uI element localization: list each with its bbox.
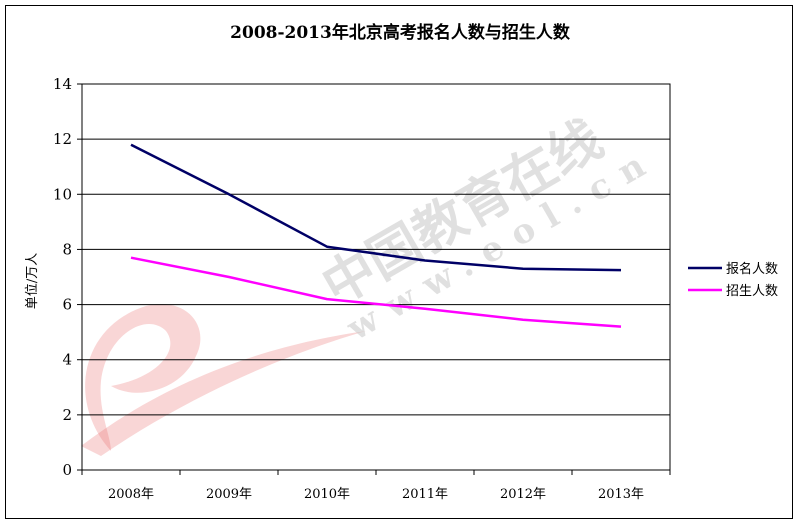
series-line-1 [130, 143, 622, 272]
x-axis-ticks: 2008年 2009年 2010年 2011年 2012年 2013年 [81, 470, 671, 502]
eol-logo-watermark [85, 304, 201, 451]
y-axis-label: 单位/万人 [25, 253, 40, 309]
legend-label-1: 报名人数 [726, 261, 778, 277]
x-tick-label: 2012年 [500, 487, 546, 502]
x-tick-label: 2011年 [402, 487, 448, 502]
y-tick-label: 4 [62, 351, 72, 369]
y-tick-label: 12 [53, 130, 72, 148]
x-tick-label: 2008年 [108, 487, 154, 502]
y-tick-label: 2 [62, 406, 72, 424]
y-tick-label: 8 [62, 240, 72, 258]
eol-swoosh-watermark [81, 331, 366, 456]
grid-lines [82, 138, 670, 416]
y-tick-label: 10 [53, 185, 72, 203]
chart-frame: 中国教育在线 www.eol.cn 0 2 4 6 8 10 12 14 2008年 2009年… [5, 5, 793, 519]
series-line-2 [130, 256, 622, 328]
line-chart: 中国教育在线 www.eol.cn 0 2 4 6 8 10 12 14 2008年 2009年… [25, 22, 778, 502]
series-lines [130, 143, 622, 328]
y-tick-label: 14 [53, 75, 72, 93]
y-tick-label: 0 [62, 461, 72, 479]
x-tick-label: 2009年 [206, 487, 252, 502]
watermark: 中国教育在线 www.eol.cn [81, 108, 664, 456]
y-axis-ticks: 0 2 4 6 8 10 12 14 [53, 75, 82, 479]
y-tick-label: 6 [62, 296, 72, 314]
legend-label-2: 招生人数 [726, 284, 778, 299]
chart-title: 2008-2013年北京高考报名人数与招生人数 [230, 22, 571, 43]
x-tick-label: 2010年 [304, 487, 350, 502]
x-tick-label: 2013年 [598, 487, 644, 502]
